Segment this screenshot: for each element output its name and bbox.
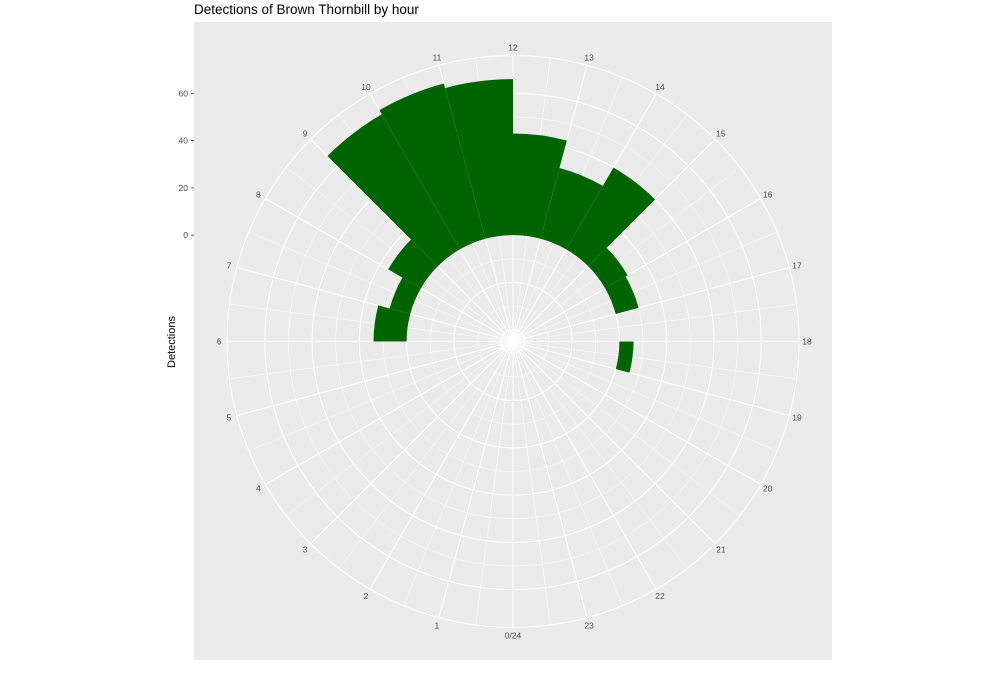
hour-spoke: [236, 266, 514, 343]
y-axis: 0 20 40 60: [179, 88, 194, 240]
chart-title: Detections of Brown Thornbill by hour: [194, 2, 419, 17]
hour-spoke: [512, 198, 761, 342]
hour-label: 7: [227, 260, 232, 270]
bar-hour-11: [445, 79, 513, 239]
half-hour-spoke: [229, 303, 514, 342]
hour-label: 10: [361, 82, 371, 92]
hour-label: 5: [227, 413, 232, 423]
hour-spoke: [512, 341, 761, 485]
hour-label: 6: [217, 337, 222, 347]
half-hour-spoke: [512, 341, 623, 606]
y-tick-label: 0: [183, 230, 188, 240]
hour-spoke: [512, 341, 588, 618]
hour-spoke: [512, 340, 790, 417]
hour-label: 12: [508, 43, 518, 53]
bar-hour-14: [566, 167, 656, 267]
hour-label: 18: [802, 337, 812, 347]
hour-label: 17: [792, 260, 802, 270]
half-hour-spoke: [285, 341, 514, 516]
half-hour-spoke: [512, 341, 688, 569]
half-hour-spoke: [512, 231, 778, 342]
half-hour-spoke: [229, 341, 514, 380]
hour-label: 19: [792, 413, 802, 423]
y-tick-label: 20: [179, 183, 189, 193]
bar-hour-7: [389, 277, 421, 314]
hour-spoke: [265, 341, 514, 485]
bars-group: [327, 79, 656, 373]
half-hour-spoke: [512, 303, 797, 342]
hour-spoke: [236, 340, 514, 417]
half-hour-spoke: [512, 341, 741, 516]
hour-spoke: [512, 341, 716, 545]
bar-hour-12: [513, 133, 567, 239]
hour-label: 4: [256, 484, 261, 494]
half-hour-spoke: [512, 341, 797, 380]
hour-spoke: [369, 341, 514, 590]
bar-hour-10: [379, 83, 486, 250]
hour-label: 11: [432, 53, 441, 63]
bar-hour-18: [615, 341, 634, 373]
hour-spoke: [512, 266, 790, 343]
hour-spoke: [310, 138, 514, 342]
half-hour-spoke: [338, 341, 514, 569]
bar-hour-16: [605, 276, 639, 314]
hour-label: 16: [763, 190, 773, 200]
half-hour-spoke: [512, 167, 741, 342]
half-hour-spoke: [403, 341, 514, 606]
hour-label: 2: [364, 591, 369, 601]
y-tick-label: 40: [179, 136, 189, 146]
half-hour-spoke: [512, 341, 778, 452]
hour-label: 13: [584, 53, 594, 63]
hour-label: 14: [655, 82, 665, 92]
hour-spoke: [438, 341, 514, 618]
bar-hour-6: [373, 305, 411, 342]
half-hour-spoke: [248, 231, 514, 342]
bar-hour-9: [327, 114, 460, 267]
half-hour-spoke: [512, 341, 551, 626]
hour-label: 20: [763, 484, 773, 494]
hour-labels: 0/24123456789101112131415161718192021222…: [217, 43, 812, 641]
half-hour-spoke: [248, 341, 514, 452]
hour-label: 0/24: [505, 631, 522, 641]
hour-label: 23: [584, 620, 594, 630]
half-hour-spoke: [475, 341, 514, 626]
hour-label: 22: [655, 591, 665, 601]
bar-hour-15: [588, 247, 628, 289]
hour-label: 9: [303, 129, 308, 139]
hour-spoke: [310, 341, 514, 545]
hour-label: 3: [303, 544, 308, 554]
bar-hour-13: [540, 167, 603, 250]
hour-spoke: [512, 341, 657, 590]
hour-label: 1: [435, 620, 440, 630]
bar-hour-8: [388, 239, 438, 289]
y-tick-label: 60: [179, 88, 189, 98]
hour-label: 21: [716, 544, 726, 554]
hour-label: 8: [256, 190, 261, 200]
hour-label: 15: [716, 129, 726, 139]
